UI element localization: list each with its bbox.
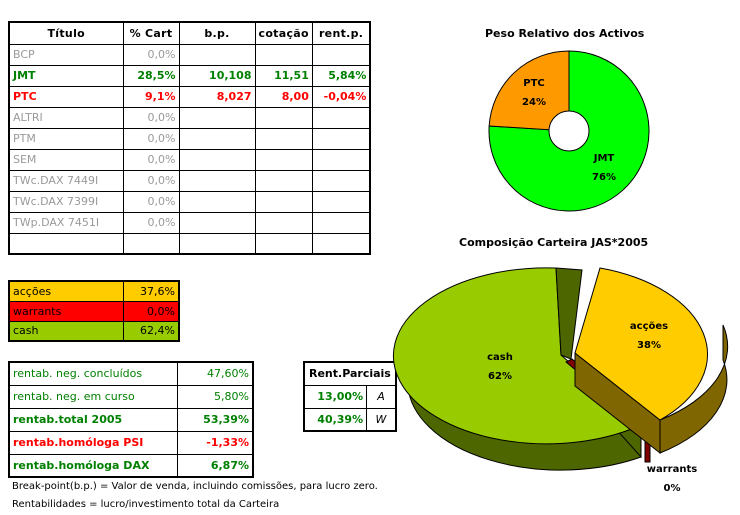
donut-value-ptc: 24% bbox=[522, 97, 546, 108]
returns-label: rentab.homóloga PSI bbox=[8, 430, 178, 455]
allocation-row: cash 62,4% bbox=[8, 320, 180, 342]
pie3d-chart-title: Composição Carteira JAS*2005 bbox=[459, 236, 649, 249]
pie3d-label-cash: cash bbox=[487, 352, 513, 363]
returns-row: rentab.homóloga DAX 6,87% bbox=[8, 453, 254, 478]
returns-row: rentab. neg. em curso 5,80% bbox=[8, 384, 254, 409]
donut-value-jmt: 76% bbox=[592, 172, 616, 183]
cell-cart: 0,0% bbox=[122, 169, 180, 192]
note-rentabilidades: Rentabilidades = lucro/investimento tota… bbox=[12, 499, 280, 510]
header-rent: rent.p. bbox=[311, 21, 371, 45]
cell-titulo: TWc.DAX 7449I bbox=[8, 169, 124, 192]
allocation-row: acções 37,6% bbox=[8, 280, 180, 302]
returns-table: rentab. neg. concluídos 47,60% rentab. neg… bbox=[8, 361, 254, 478]
donut-hole bbox=[548, 110, 590, 152]
holdings-row bbox=[8, 232, 371, 255]
holdings-header-row: Título % Cart b.p. cotação rent.p. bbox=[8, 21, 371, 45]
returns-row: rentab.homóloga PSI -1,33% bbox=[8, 430, 254, 455]
cell-rent bbox=[311, 232, 371, 255]
partial-returns-table: Rent.Parciais 13,00% A 40,39% W bbox=[303, 361, 397, 432]
pie3d-value-cash: 62% bbox=[488, 371, 512, 382]
holdings-row: ALTRI 0,0% bbox=[8, 106, 371, 129]
donut-label-ptc: PTC bbox=[523, 78, 545, 89]
donut-chart: PTC 24% JMT 76% bbox=[488, 50, 650, 212]
pie3d-value-accoes: 38% bbox=[637, 340, 661, 351]
cell-bp: 10,108 bbox=[178, 64, 256, 87]
note-breakpoint: Break-point(b.p.) = Valor de venda, incl… bbox=[12, 481, 378, 492]
returns-value: 53,39% bbox=[176, 407, 254, 432]
cell-rent: 5,84% bbox=[311, 64, 371, 87]
partials-row: 40,39% W bbox=[303, 407, 397, 432]
returns-label: rentab.homóloga DAX bbox=[8, 453, 178, 478]
partials-header: Rent.Parciais bbox=[303, 361, 397, 386]
donut-label-jmt: JMT bbox=[593, 153, 615, 164]
allocation-label: acções bbox=[8, 280, 124, 302]
cell-cotacao: 11,51 bbox=[254, 64, 313, 87]
holdings-row: TWc.DAX 7399I 0,0% bbox=[8, 190, 371, 213]
partials-letter: W bbox=[366, 407, 397, 432]
returns-row: rentab.total 2005 53,39% bbox=[8, 407, 254, 432]
pie3d-label-warrants: warrants bbox=[647, 464, 697, 475]
allocation-value: 62,4% bbox=[122, 320, 180, 342]
partials-value: 40,39% bbox=[303, 407, 368, 432]
pie3d-chart: cash 62% acções 38% warrants 0% bbox=[392, 267, 729, 494]
holdings-row: TWc.DAX 7449I 0,0% bbox=[8, 169, 371, 192]
pie3d-label-accoes: acções bbox=[630, 321, 668, 332]
pie3d-slice-accoes bbox=[574, 267, 708, 421]
holdings-row: JMT 28,5% 10,108 11,51 5,84% bbox=[8, 64, 371, 87]
holdings-table: Título % Cart b.p. cotação rent.p. BCP 0,… bbox=[8, 21, 372, 255]
holdings-row: SEM 0,0% bbox=[8, 148, 371, 171]
donut-slice-ptc bbox=[488, 50, 570, 132]
cell-bp: 8,027 bbox=[178, 85, 256, 108]
allocation-label: cash bbox=[8, 320, 124, 342]
returns-value: 6,87% bbox=[176, 453, 254, 478]
allocation-table: acções 37,6% warrants 0,0% cash 62,4% bbox=[8, 280, 180, 342]
holdings-row: PTC 9,1% 8,027 8,00 -0,04% bbox=[8, 85, 371, 108]
returns-label: rentab. neg. em curso bbox=[8, 384, 178, 409]
pie3d-accoes-side bbox=[659, 324, 729, 454]
partials-row: 13,00% A bbox=[303, 384, 397, 409]
header-cart: % Cart bbox=[122, 21, 180, 45]
returns-label: rentab.total 2005 bbox=[8, 407, 178, 432]
pie3d-slice-cash bbox=[392, 267, 642, 445]
cell-cotacao bbox=[254, 232, 313, 255]
pie3d-value-warrants: 0% bbox=[664, 483, 681, 494]
cell-cart: 28,5% bbox=[122, 64, 180, 87]
partials-letter: A bbox=[366, 384, 397, 409]
donut-chart-title: Peso Relativo dos Activos bbox=[485, 27, 645, 40]
